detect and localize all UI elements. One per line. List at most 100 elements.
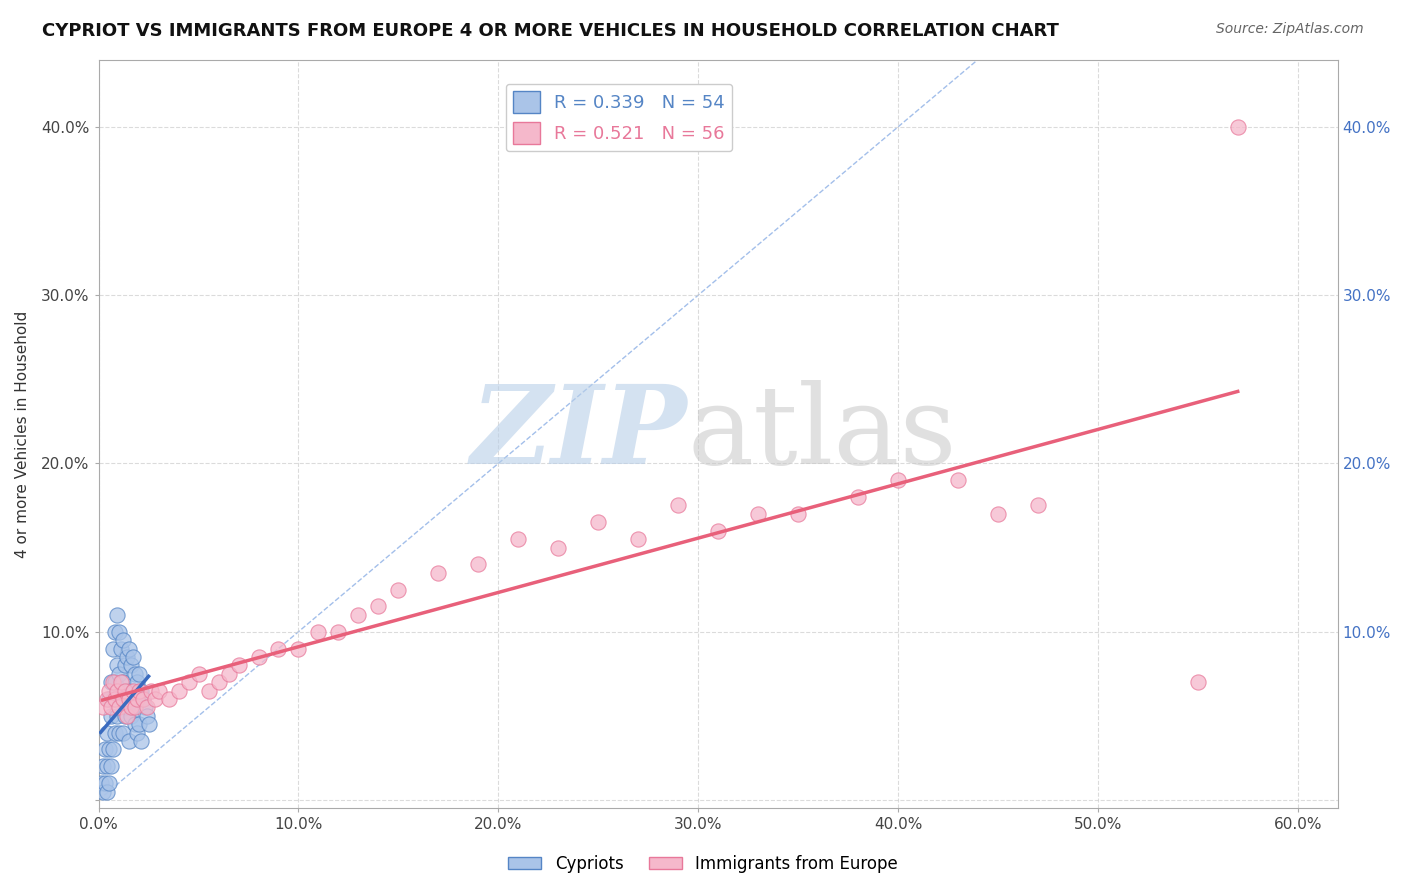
Point bbox=[586, 516, 609, 530]
Point bbox=[124, 666, 146, 681]
Point bbox=[111, 675, 134, 690]
Point bbox=[91, 759, 114, 773]
Point bbox=[135, 708, 157, 723]
Text: atlas: atlas bbox=[688, 381, 957, 488]
Point bbox=[117, 692, 139, 706]
Point bbox=[187, 666, 209, 681]
Point bbox=[101, 641, 124, 656]
Point bbox=[846, 490, 869, 504]
Point bbox=[111, 633, 134, 648]
Point bbox=[247, 649, 270, 664]
Point bbox=[129, 683, 152, 698]
Point bbox=[105, 708, 128, 723]
Point bbox=[114, 658, 136, 673]
Point bbox=[747, 507, 769, 521]
Point bbox=[987, 507, 1010, 521]
Point bbox=[110, 641, 132, 656]
Point bbox=[107, 725, 129, 739]
Point bbox=[197, 683, 219, 698]
Legend: Cypriots, Immigrants from Europe: Cypriots, Immigrants from Europe bbox=[502, 848, 904, 880]
Point bbox=[93, 776, 115, 790]
Point bbox=[427, 566, 450, 580]
Point bbox=[97, 692, 120, 706]
Point bbox=[707, 524, 730, 538]
Point bbox=[100, 700, 122, 714]
Point bbox=[91, 700, 114, 714]
Point bbox=[125, 725, 148, 739]
Point bbox=[167, 683, 190, 698]
Point bbox=[467, 558, 489, 572]
Point bbox=[97, 742, 120, 756]
Point bbox=[104, 725, 127, 739]
Point bbox=[131, 692, 153, 706]
Point bbox=[308, 624, 330, 639]
Point bbox=[96, 759, 118, 773]
Point bbox=[96, 725, 118, 739]
Y-axis label: 4 or more Vehicles in Household: 4 or more Vehicles in Household bbox=[15, 310, 30, 558]
Point bbox=[105, 658, 128, 673]
Point bbox=[139, 683, 162, 698]
Point bbox=[111, 725, 134, 739]
Point bbox=[111, 692, 134, 706]
Point bbox=[1226, 120, 1249, 134]
Point bbox=[143, 692, 166, 706]
Point bbox=[666, 499, 689, 513]
Point bbox=[101, 742, 124, 756]
Point bbox=[117, 641, 139, 656]
Point bbox=[93, 742, 115, 756]
Point bbox=[115, 700, 138, 714]
Point bbox=[131, 692, 153, 706]
Point bbox=[138, 717, 160, 731]
Point bbox=[100, 708, 122, 723]
Point bbox=[328, 624, 350, 639]
Point bbox=[107, 666, 129, 681]
Point bbox=[104, 692, 127, 706]
Point bbox=[90, 776, 112, 790]
Point bbox=[128, 683, 150, 698]
Text: Source: ZipAtlas.com: Source: ZipAtlas.com bbox=[1216, 22, 1364, 37]
Point bbox=[107, 700, 129, 714]
Point bbox=[100, 759, 122, 773]
Point bbox=[129, 734, 152, 748]
Point bbox=[207, 675, 229, 690]
Point bbox=[121, 700, 143, 714]
Point bbox=[97, 683, 120, 698]
Point bbox=[1026, 499, 1049, 513]
Point bbox=[115, 649, 138, 664]
Point bbox=[177, 675, 200, 690]
Point bbox=[104, 675, 127, 690]
Point bbox=[114, 708, 136, 723]
Point bbox=[135, 700, 157, 714]
Point bbox=[110, 692, 132, 706]
Point bbox=[134, 700, 156, 714]
Point bbox=[96, 692, 118, 706]
Point bbox=[120, 708, 142, 723]
Point bbox=[287, 641, 309, 656]
Point bbox=[101, 692, 124, 706]
Point bbox=[228, 658, 250, 673]
Legend: R = 0.339   N = 54, R = 0.521   N = 56: R = 0.339 N = 54, R = 0.521 N = 56 bbox=[506, 84, 733, 151]
Point bbox=[787, 507, 810, 521]
Point bbox=[117, 734, 139, 748]
Point bbox=[157, 692, 180, 706]
Point bbox=[121, 683, 143, 698]
Point bbox=[128, 717, 150, 731]
Point bbox=[114, 683, 136, 698]
Point bbox=[1187, 675, 1209, 690]
Point bbox=[125, 675, 148, 690]
Point bbox=[110, 675, 132, 690]
Text: CYPRIOT VS IMMIGRANTS FROM EUROPE 4 OR MORE VEHICLES IN HOUSEHOLD CORRELATION CH: CYPRIOT VS IMMIGRANTS FROM EUROPE 4 OR M… bbox=[42, 22, 1059, 40]
Point bbox=[887, 473, 910, 487]
Point bbox=[120, 658, 142, 673]
Point bbox=[367, 599, 389, 614]
Point bbox=[96, 784, 118, 798]
Point bbox=[347, 607, 370, 622]
Point bbox=[148, 683, 170, 698]
Point bbox=[105, 607, 128, 622]
Point bbox=[104, 624, 127, 639]
Point bbox=[100, 675, 122, 690]
Point bbox=[105, 683, 128, 698]
Point bbox=[267, 641, 290, 656]
Point bbox=[508, 532, 530, 546]
Point bbox=[125, 692, 148, 706]
